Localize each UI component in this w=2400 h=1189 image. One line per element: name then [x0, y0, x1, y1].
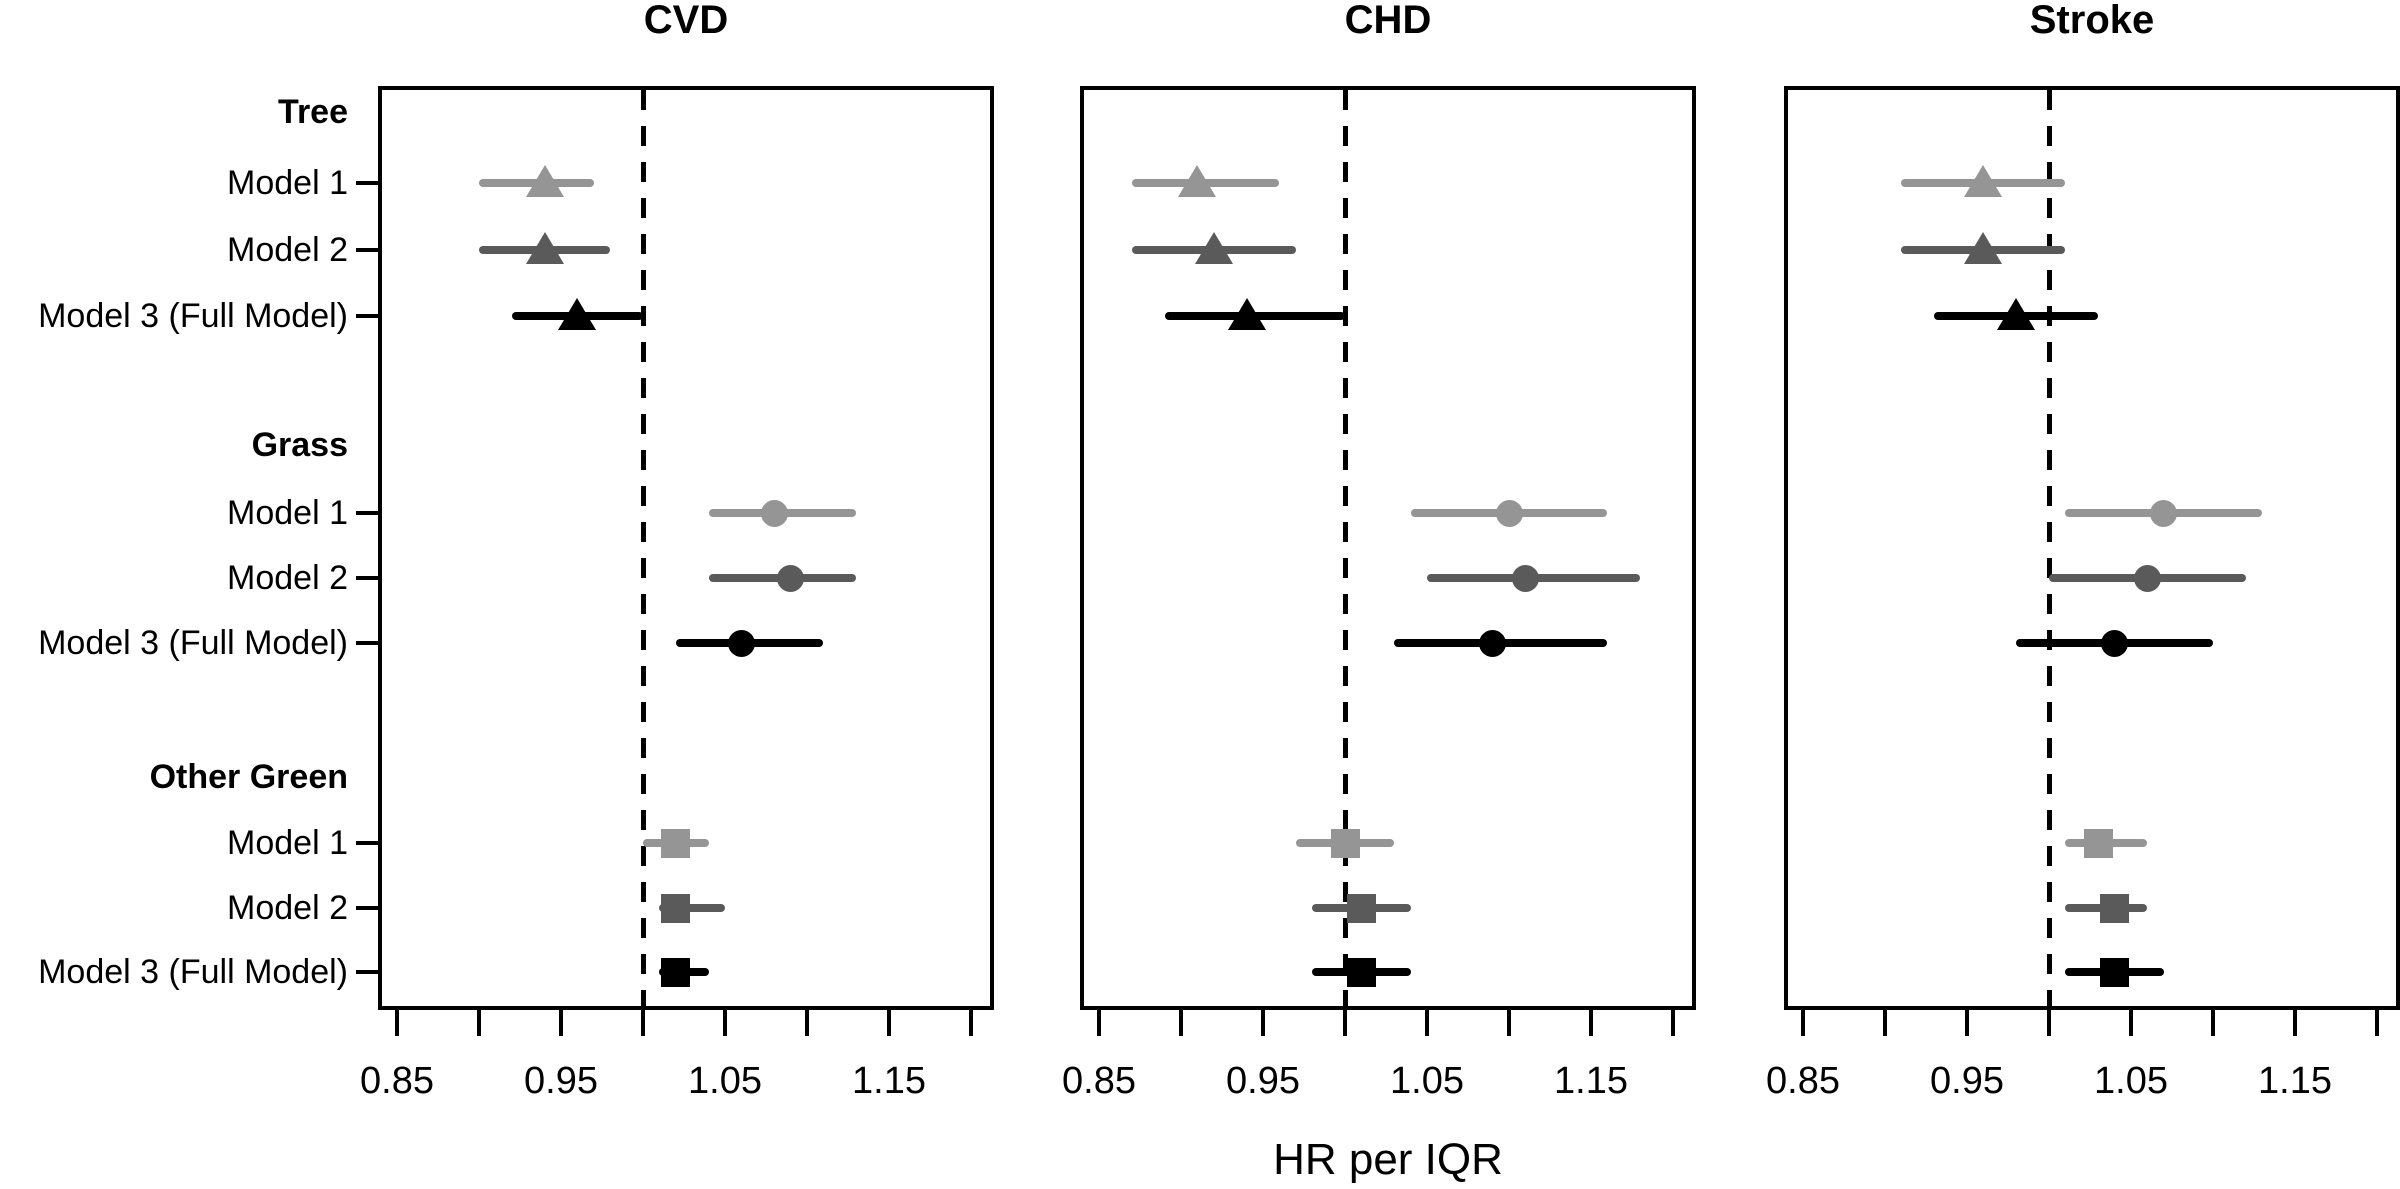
marker-circle: [1479, 629, 1507, 657]
x-axis-tick: [1883, 1006, 1887, 1036]
marker-circle: [760, 499, 788, 527]
ci-line: [659, 904, 725, 912]
x-axis-tick-label: 1.15: [2258, 1060, 2332, 1102]
model-label: Model 2: [227, 231, 348, 269]
model-label: Model 3 (Full Model): [38, 297, 348, 335]
model-label: Model 1: [227, 494, 348, 532]
x-axis-tick: [2293, 1006, 2297, 1036]
panel-title-chd: CHD: [1344, 0, 1432, 42]
reference-line-hr1: [641, 90, 646, 1006]
model-label: Model 2: [227, 889, 348, 927]
panel-chd: 0.85 0.95 1.05 1.15: [1062, 86, 1696, 1100]
x-axis-tick: [1801, 1006, 1805, 1036]
y-axis-tick: [356, 248, 378, 252]
x-axis-tick: [559, 1006, 563, 1036]
model-label: Model 1: [227, 824, 348, 862]
marker-square: [661, 828, 691, 858]
group-label-tree: Tree: [278, 93, 348, 131]
y-axis-tick: [356, 841, 378, 845]
marker-square: [2100, 957, 2130, 987]
y-axis-tick: [356, 181, 378, 185]
y-axis-tick: [356, 576, 378, 580]
x-axis-tick-label: 1.05: [688, 1060, 762, 1102]
x-axis-tick-label: 0.95: [524, 1060, 598, 1102]
panel-stroke: 0.85 0.95 1.05 1.15: [1766, 86, 2400, 1100]
x-axis-tick: [2375, 1006, 2379, 1036]
marker-circle: [1511, 564, 1539, 592]
group-label-other-green: Other Green: [149, 758, 348, 796]
marker-square: [661, 893, 691, 923]
marker-square: [1330, 828, 1360, 858]
x-axis-tick: [2129, 1006, 2133, 1036]
x-axis-tick: [1671, 1006, 1675, 1036]
marker-circle: [2133, 564, 2161, 592]
marker-square: [661, 957, 691, 987]
x-axis-tick: [1425, 1006, 1429, 1036]
x-axis-tick: [1507, 1006, 1511, 1036]
x-axis-tick-label: 0.85: [1062, 1060, 1136, 1102]
reference-line-hr1: [2047, 90, 2052, 1006]
x-axis-tick: [1343, 1006, 1347, 1036]
marker-triangle: [525, 165, 564, 197]
marker-circle: [2101, 629, 2129, 657]
marker-triangle: [1964, 232, 2003, 264]
marker-square: [1346, 893, 1376, 923]
x-axis-title: HR per IQR: [1273, 1135, 1503, 1184]
x-axis-tick: [641, 1006, 645, 1036]
x-axis-tick: [887, 1006, 891, 1036]
marker-triangle: [1997, 298, 2036, 330]
y-axis-tick: [356, 314, 378, 318]
marker-triangle: [1178, 165, 1217, 197]
panel-title-stroke: Stroke: [2029, 0, 2155, 42]
panel-title-cvd: CVD: [643, 0, 729, 42]
reference-line-hr1: [1343, 90, 1348, 1006]
x-axis-tick: [723, 1006, 727, 1036]
x-axis-tick-label: 0.85: [360, 1060, 434, 1102]
x-axis-tick-label: 0.95: [1930, 1060, 2004, 1102]
marker-circle: [2150, 499, 2178, 527]
x-axis-tick: [1965, 1006, 1969, 1036]
y-axis-tick: [356, 511, 378, 515]
marker-triangle: [558, 298, 597, 330]
y-axis-tick: [356, 906, 378, 910]
marker-triangle: [525, 232, 564, 264]
panel-cvd: 0.85 0.95 1.05 1.15: [360, 86, 994, 1100]
marker-circle: [727, 629, 755, 657]
x-axis-tick-label: 0.85: [1766, 1060, 1840, 1102]
x-axis-tick-label: 1.05: [2094, 1060, 2168, 1102]
marker-circle: [777, 564, 805, 592]
model-label: Model 3 (Full Model): [38, 624, 348, 662]
x-axis-tick: [395, 1006, 399, 1036]
marker-triangle: [1964, 165, 2003, 197]
x-axis-tick: [805, 1006, 809, 1036]
marker-square: [1346, 957, 1376, 987]
x-axis-tick: [1179, 1006, 1183, 1036]
x-axis-tick: [477, 1006, 481, 1036]
x-axis-tick-label: 1.05: [1390, 1060, 1464, 1102]
model-label: Model 1: [227, 164, 348, 202]
x-axis-tick-label: 1.15: [852, 1060, 926, 1102]
marker-triangle: [1227, 298, 1266, 330]
model-label: Model 2: [227, 559, 348, 597]
marker-circle: [1495, 499, 1523, 527]
x-axis-tick: [1261, 1006, 1265, 1036]
x-axis-tick-label: 1.15: [1554, 1060, 1628, 1102]
x-axis-tick-label: 0.95: [1226, 1060, 1300, 1102]
x-axis-tick: [1097, 1006, 1101, 1036]
y-axis-tick: [356, 641, 378, 645]
x-axis-tick: [2047, 1006, 2051, 1036]
marker-square: [2083, 828, 2113, 858]
x-axis-tick: [2211, 1006, 2215, 1036]
marker-square: [2100, 893, 2130, 923]
marker-triangle: [1194, 232, 1233, 264]
x-axis-tick: [1589, 1006, 1593, 1036]
x-axis-tick: [969, 1006, 973, 1036]
model-label: Model 3 (Full Model): [38, 953, 348, 991]
group-label-grass: Grass: [251, 426, 348, 464]
y-axis-tick: [356, 970, 378, 974]
